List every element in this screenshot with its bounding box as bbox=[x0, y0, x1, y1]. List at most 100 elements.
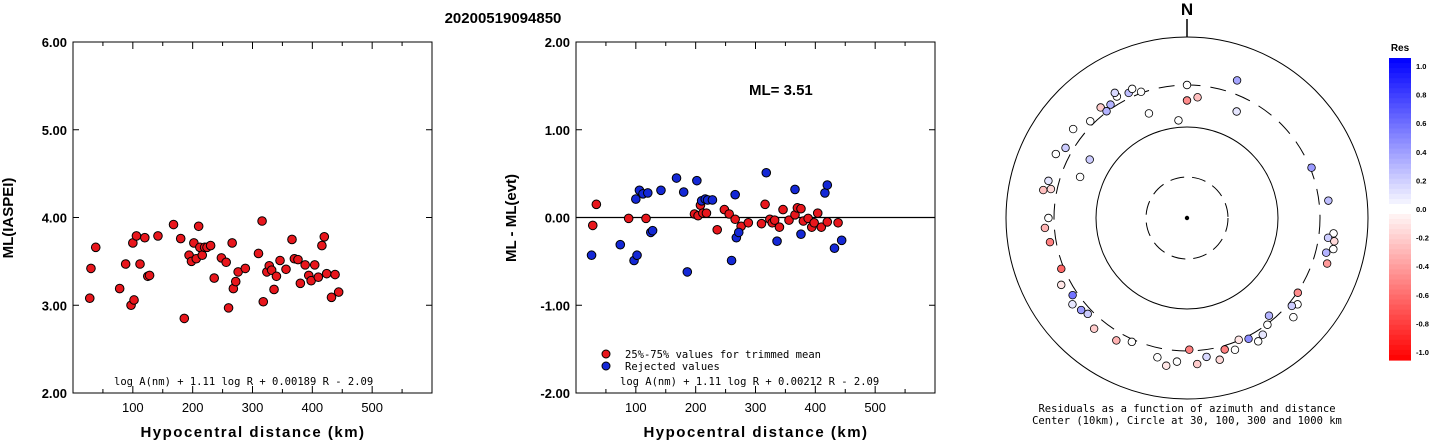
ml-point bbox=[131, 231, 142, 241]
colorbar-cell bbox=[1389, 158, 1411, 165]
station-point bbox=[1220, 345, 1229, 354]
residual-trimmed-point bbox=[812, 208, 823, 218]
residual-trimmed-point bbox=[701, 208, 712, 218]
colorbar-cell bbox=[1389, 178, 1411, 185]
colorbar-cell bbox=[1389, 334, 1411, 341]
colorbar-cell bbox=[1389, 183, 1411, 190]
residual-trimmed-point bbox=[769, 215, 780, 225]
station-point bbox=[1039, 185, 1048, 195]
station-point bbox=[1110, 88, 1119, 98]
residual-rejected-point bbox=[726, 255, 737, 266]
residual-trimmed-point bbox=[760, 199, 770, 210]
colorbar-cell bbox=[1389, 309, 1411, 316]
circle-100km bbox=[1095, 126, 1279, 310]
colorbar-cell bbox=[1389, 143, 1411, 150]
station-point bbox=[1051, 149, 1061, 159]
residual-distance-chart: -2.00 -1.00 0.00 1.00 2.00 100 200 300 400 500 M… bbox=[503, 35, 936, 441]
ml-point bbox=[90, 242, 101, 253]
residual-y-tick-label: -1.00 bbox=[540, 298, 570, 313]
colorbar-tick-label: 0.4 bbox=[1416, 148, 1427, 157]
station-point bbox=[1329, 229, 1338, 238]
colorbar-cell bbox=[1389, 209, 1411, 215]
ml-point bbox=[135, 259, 145, 269]
colorbar-cell bbox=[1389, 133, 1411, 140]
station-point bbox=[1322, 259, 1332, 268]
colorbar-tick-label: 1.0 bbox=[1416, 62, 1426, 71]
ml-point bbox=[129, 295, 139, 305]
ml-point bbox=[120, 259, 131, 269]
legend-label-rejected: Rejected values bbox=[625, 361, 720, 373]
residual-rejected-point bbox=[772, 236, 782, 246]
ml-point bbox=[240, 263, 251, 274]
colorbar-cell bbox=[1389, 339, 1411, 346]
colorbar-cell bbox=[1389, 148, 1411, 155]
residual-y-tick-label: 2.00 bbox=[545, 35, 570, 50]
residual-rejected-point bbox=[586, 250, 597, 261]
residual-rejected-point bbox=[796, 229, 806, 239]
ml-point bbox=[193, 221, 204, 232]
colorbar-cell bbox=[1389, 118, 1411, 125]
residual-colorbar: Res 1.0 0.8 0.6 0.4 0.2 0.0 -0.2 -0.4 -0.6 -0.8 -1… bbox=[1389, 43, 1430, 361]
colorbar-cell bbox=[1389, 284, 1411, 291]
residual-rejected-point bbox=[682, 267, 693, 277]
residual-rejected-point bbox=[790, 184, 800, 195]
ml-point bbox=[295, 278, 306, 289]
station-point bbox=[1174, 116, 1183, 125]
residual-x-tick-label: 100 bbox=[625, 400, 647, 415]
colorbar-cell bbox=[1389, 224, 1411, 230]
residual-trimmed-point bbox=[743, 217, 754, 228]
residual-y-tick-label: 1.00 bbox=[545, 123, 570, 138]
residual-y-tick-label: -2.00 bbox=[540, 386, 570, 401]
station-point bbox=[1044, 176, 1053, 186]
station-point bbox=[1193, 359, 1202, 369]
station-point bbox=[1046, 184, 1056, 194]
residual-rejected-point bbox=[643, 188, 653, 198]
colorbar-tick-label: 0.6 bbox=[1416, 119, 1426, 128]
colorbar-tick-label: -1.0 bbox=[1416, 348, 1429, 357]
station-point bbox=[1329, 244, 1338, 254]
ml-point bbox=[275, 255, 285, 266]
ml-point bbox=[144, 270, 155, 281]
ml-point bbox=[86, 263, 96, 274]
colorbar-cell bbox=[1389, 203, 1411, 210]
circle-1000km bbox=[1005, 36, 1369, 400]
station-point bbox=[1102, 107, 1111, 116]
residual-trimmed-point bbox=[816, 222, 827, 232]
station-point bbox=[1234, 335, 1243, 345]
station-point bbox=[1086, 117, 1095, 126]
station-point bbox=[1202, 352, 1211, 362]
station-point bbox=[1075, 172, 1085, 182]
residual-trimmed-point bbox=[724, 209, 734, 219]
residual-y-axis-label: ML - ML(evt) bbox=[503, 174, 520, 262]
station-point bbox=[1230, 345, 1240, 355]
colorbar-cell bbox=[1389, 264, 1411, 270]
residual-trimmed-point bbox=[778, 204, 788, 215]
residual-rejected-point bbox=[730, 189, 740, 200]
residual-rejected-point bbox=[671, 173, 682, 183]
colorbar-cell bbox=[1389, 299, 1411, 306]
colorbar-cell bbox=[1389, 259, 1411, 265]
station-point bbox=[1057, 280, 1066, 290]
ml-point bbox=[287, 234, 297, 245]
ml-point bbox=[317, 240, 327, 251]
ml-y-axis: 2.00 3.00 4.00 5.00 6.00 bbox=[42, 35, 432, 401]
ml-chart-frame bbox=[72, 41, 433, 394]
station-point bbox=[1127, 84, 1137, 94]
epicenter-marker bbox=[1184, 215, 1190, 221]
ml-point bbox=[281, 264, 291, 275]
ml-point bbox=[326, 292, 337, 303]
colorbar-cell bbox=[1389, 163, 1411, 170]
figure-title: 20200519094850 bbox=[445, 10, 562, 27]
ml-y-tick-label: 6.00 bbox=[42, 35, 67, 50]
station-point bbox=[1136, 87, 1146, 96]
station-point bbox=[1324, 196, 1333, 205]
residual-x-tick-label: 400 bbox=[804, 400, 826, 415]
station-point bbox=[1057, 264, 1066, 273]
colorbar-cell bbox=[1389, 88, 1411, 94]
station-point bbox=[1321, 248, 1331, 257]
residual-y-axis: -2.00 -1.00 0.00 1.00 2.00 bbox=[540, 35, 935, 401]
colorbar-tick-label: 0.2 bbox=[1416, 176, 1426, 185]
residual-rejected-point bbox=[692, 175, 702, 186]
station-point bbox=[1112, 336, 1121, 345]
colorbar-cell bbox=[1389, 73, 1411, 79]
